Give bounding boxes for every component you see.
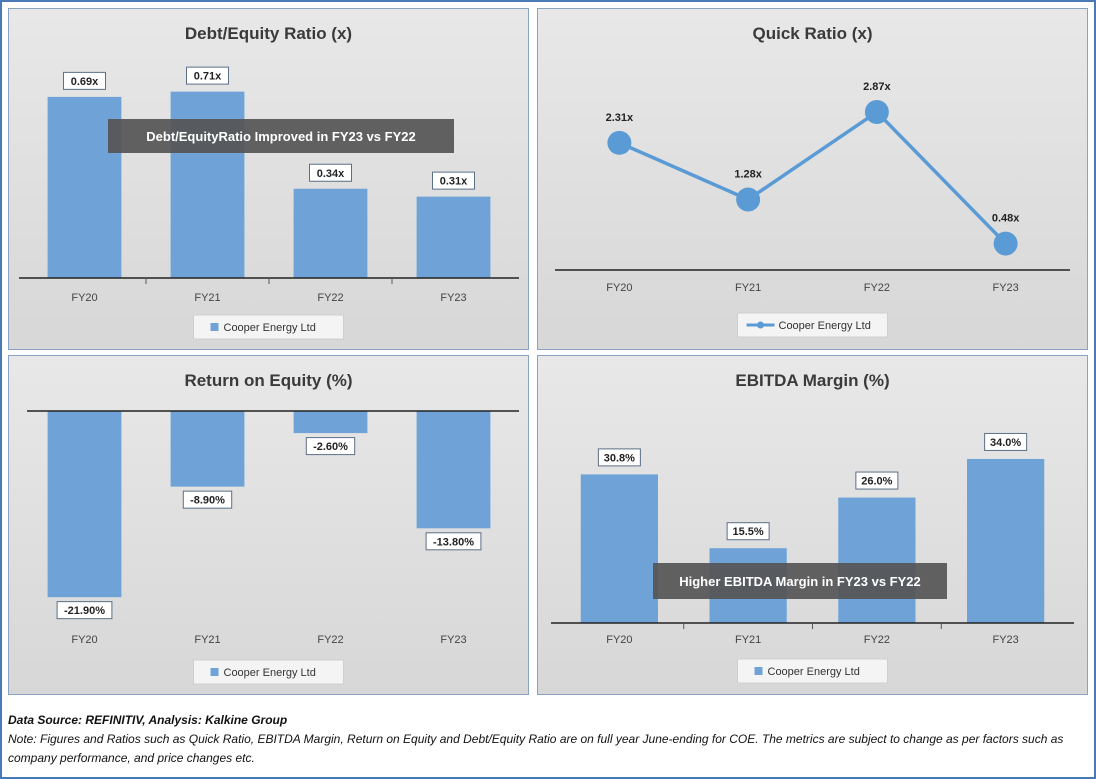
chart-2-svg: Return on Equity (%) -21.90% -8.90% -2.60% -… [27, 371, 519, 685]
ebitda-data-label-FY20-group: 30.8% [597, 448, 641, 467]
roe-data-label-FY23: -13.80% [433, 536, 474, 548]
roe-bar-FY23 [416, 411, 491, 529]
roe-data-label-FY23-group: -13.80% [425, 532, 482, 551]
debt-equity-annotation: Debt/EquityRatio Improved in FY23 vs FY2… [146, 129, 415, 144]
roe-data-label-FY22: -2.60% [313, 441, 348, 453]
quick-ratio-point-FY21 [736, 187, 761, 212]
ebitda-category-FY20: FY20 [606, 634, 632, 646]
roe-data-label-FY22-group: -2.60% [305, 437, 356, 456]
debt-equity-bar-FY23 [416, 196, 491, 278]
ebitda-data-label-FY23: 34.0% [990, 437, 1021, 449]
ebitda-data-label-FY22: 26.0% [861, 476, 892, 488]
quick-ratio-category-FY23: FY23 [992, 282, 1018, 294]
chart-1-svg: Quick Ratio (x) 2.31x 1.28x 2.87x 0.48x FY20 F… [555, 24, 1070, 338]
roe-data-label-FY21: -8.90% [190, 495, 225, 507]
roe-data-label-FY20-group: -21.90% [56, 601, 113, 620]
data-source-text: Data Source: REFINITIV, Analysis: Kalkin… [8, 713, 288, 727]
roe-category-FY23: FY23 [440, 634, 466, 646]
quick-ratio-legend-marker-key [757, 321, 764, 329]
debt-equity-data-label-FY23-group: 0.31x [432, 171, 475, 190]
debt-equity-data-label-FY22: 0.34x [317, 168, 345, 180]
ebitda-bar-FY20 [580, 474, 658, 623]
quick-ratio-category-FY20: FY20 [606, 282, 632, 294]
ebitda-bar-FY23 [967, 458, 1045, 623]
roe-bar-FY20 [47, 411, 122, 598]
debt-equity-data-label-FY21-box [186, 66, 229, 85]
ebitda-bar-FY22 [838, 497, 916, 623]
roe-legend-label: Cooper Energy Ltd [224, 667, 316, 679]
roe-data-label-FY20-box [56, 601, 113, 620]
ebitda-data-label-FY21-box [726, 522, 770, 541]
ebitda-data-label-FY21: 15.5% [733, 526, 764, 538]
roe-category-FY21: FY21 [194, 634, 220, 646]
ebitda-data-label-FY23-box [984, 432, 1028, 451]
debt-equity-data-label-FY22-group: 0.34x [309, 163, 352, 182]
ebitda-category-FY21: FY21 [735, 634, 761, 646]
roe-data-label-FY23-box [425, 532, 482, 551]
quick-ratio-data-label-FY20: 2.31x [606, 112, 634, 124]
ebitda-data-label-FY21-group: 15.5% [726, 522, 770, 541]
roe-bar-FY21 [170, 411, 245, 487]
quick-ratio-category-FY22: FY22 [864, 282, 890, 294]
quick-ratio-point-FY23 [993, 231, 1018, 256]
quick-ratio-data-label-FY22: 2.87x [863, 81, 891, 93]
roe-data-label-FY20: -21.90% [64, 605, 105, 617]
debt-equity-legend-swatch [210, 323, 219, 331]
quick-ratio-series-line [618, 109, 1007, 245]
debt-equity-title: Debt/Equity Ratio (x) [185, 24, 352, 43]
ebitda-data-label-FY22-box [855, 471, 899, 490]
roe-category-FY20: FY20 [71, 634, 97, 646]
roe-title: Return on Equity (%) [184, 371, 352, 390]
debt-equity-data-label-FY21-group: 0.71x [186, 66, 229, 85]
debt-equity-data-label-FY21: 0.71x [194, 71, 222, 83]
quick-ratio-point-FY22 [864, 100, 889, 124]
debt-equity-annotation-box [108, 119, 454, 153]
quick-ratio-title: Quick Ratio (x) [753, 24, 873, 43]
ebitda-data-label-FY23-group: 34.0% [984, 432, 1028, 451]
ebitda-annotation: Higher EBITDA Margin in FY23 vs FY22 [679, 574, 921, 589]
debt-equity-data-label-FY23: 0.31x [440, 176, 468, 188]
debt-equity-category-FY23: FY23 [440, 292, 466, 304]
quick-ratio-point-FY20 [607, 130, 632, 155]
quick-ratio-data-label-FY23: 0.48x [992, 213, 1020, 225]
ebitda-title: EBITDA Margin (%) [735, 371, 889, 390]
roe-data-label-FY21-group: -8.90% [182, 490, 233, 509]
ebitda-data-label-FY20-box [597, 448, 641, 467]
quick-ratio-category-FY21: FY21 [735, 282, 761, 294]
debt-equity-data-label-FY20-box [63, 71, 106, 90]
debt-equity-data-label-FY20-group: 0.69x [63, 71, 106, 90]
debt-equity-data-label-FY23-box [432, 171, 475, 190]
roe-category-FY22: FY22 [317, 634, 343, 646]
quick-ratio-chart-panel: Quick Ratio (x) 2.31x 1.28x 2.87x 0.48x FY20 F… [537, 8, 1088, 350]
ebitda-category-FY22: FY22 [864, 634, 890, 646]
debt-equity-category-FY20: FY20 [71, 292, 97, 304]
quick-ratio-data-label-FY21: 1.28x [734, 169, 762, 181]
roe-bar-FY22 [293, 411, 368, 434]
debt-equity-category-FY21: FY21 [194, 292, 220, 304]
ebitda-annotation-box [653, 563, 947, 599]
debt-equity-category-FY22: FY22 [317, 292, 343, 304]
roe-data-label-FY22-box [305, 437, 356, 456]
ebitda-legend-swatch [754, 667, 763, 675]
roe-data-label-FY21-box [182, 490, 233, 509]
ebitda-category-FY23: FY23 [992, 634, 1018, 646]
ebitda-margin-chart-panel: EBITDA Margin (%) 30.8% 15.5% 26.0% 34.0% Hig… [537, 355, 1088, 695]
roe-legend-swatch [210, 668, 219, 676]
note-text: Note: Figures and Ratios such as Quick R… [8, 732, 1064, 765]
footer: Data Source: REFINITIV, Analysis: Kalkin… [8, 711, 1088, 768]
chart-3-svg: EBITDA Margin (%) 30.8% 15.5% 26.0% 34.0% Hig… [551, 371, 1074, 684]
debt-equity-chart-panel: Debt/Equity Ratio (x) 0.69x 0.71x 0.34x 0.31… [8, 8, 529, 350]
debt-equity-data-label-FY22-box [309, 163, 352, 182]
ebitda-data-label-FY22-group: 26.0% [855, 471, 899, 490]
quick-ratio-legend-label: Cooper Energy Ltd [779, 320, 871, 332]
debt-equity-bar-FY22 [293, 188, 368, 278]
ebitda-data-label-FY20: 30.8% [604, 452, 635, 464]
ebitda-legend-label: Cooper Energy Ltd [768, 666, 860, 678]
return-on-equity-chart-panel: Return on Equity (%) -21.90% -8.90% -2.60% -… [8, 355, 529, 695]
chart-0-svg: Debt/Equity Ratio (x) 0.69x 0.71x 0.34x 0.31… [19, 24, 519, 340]
debt-equity-legend-label: Cooper Energy Ltd [224, 322, 316, 334]
debt-equity-data-label-FY20: 0.69x [71, 76, 99, 88]
